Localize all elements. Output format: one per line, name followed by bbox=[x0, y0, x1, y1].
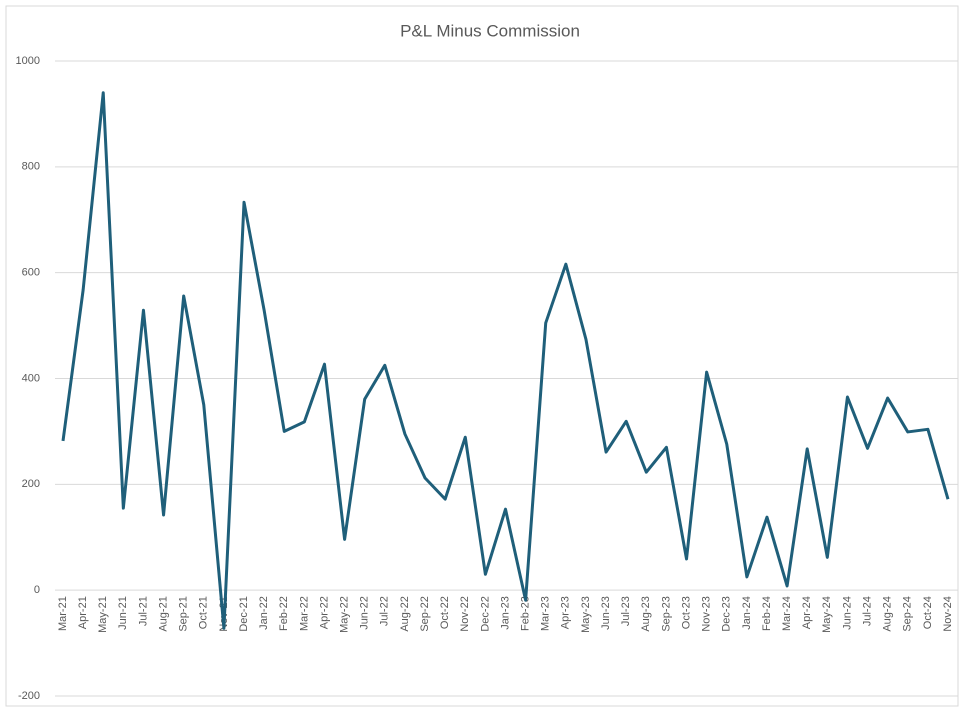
x-tick-label: Sep-23 bbox=[660, 596, 672, 631]
x-tick-label: Nov-23 bbox=[701, 596, 713, 631]
x-tick-label: Jun-23 bbox=[600, 596, 612, 630]
x-tick-label: May-22 bbox=[338, 596, 350, 633]
data-line bbox=[61, 91, 950, 630]
y-tick-label: 1000 bbox=[16, 55, 40, 67]
x-tick-label: Dec-23 bbox=[721, 596, 733, 631]
x-tick-label: May-24 bbox=[821, 596, 833, 633]
x-tick-label: Jun-22 bbox=[359, 596, 371, 630]
x-tick-label: Mar-21 bbox=[57, 596, 69, 631]
x-tick-label: Jan-22 bbox=[258, 596, 270, 630]
x-tick-label: Feb-23 bbox=[520, 596, 532, 631]
x-tick-label: Jul-21 bbox=[137, 596, 149, 626]
x-tick-label: Jan-23 bbox=[499, 596, 511, 630]
x-tick-label: Feb-24 bbox=[761, 596, 773, 631]
x-tick-label: Feb-22 bbox=[278, 596, 290, 631]
x-tick-label: Apr-24 bbox=[801, 596, 813, 629]
x-tick-label: May-23 bbox=[580, 596, 592, 633]
x-tick-label: Jan-24 bbox=[741, 596, 753, 630]
x-tick-label: Dec-21 bbox=[238, 596, 250, 631]
x-tick-label: Apr-23 bbox=[560, 596, 572, 629]
x-tick-label: Apr-21 bbox=[77, 596, 89, 629]
x-tick-label: Nov-22 bbox=[459, 596, 471, 631]
x-tick-label: Sep-21 bbox=[178, 596, 190, 631]
x-tick-label: Jul-22 bbox=[379, 596, 391, 626]
x-tick-label: Oct-21 bbox=[198, 596, 210, 629]
x-tick-label: Oct-22 bbox=[439, 596, 451, 629]
x-tick-label: Oct-24 bbox=[922, 596, 934, 629]
x-tick-label: Nov-24 bbox=[942, 596, 954, 631]
x-tick-label: Aug-21 bbox=[157, 596, 169, 631]
y-tick-label: 200 bbox=[22, 478, 40, 490]
x-tick-label: Oct-23 bbox=[680, 596, 692, 629]
x-tick-label: Aug-22 bbox=[399, 596, 411, 631]
x-tick-label: Mar-23 bbox=[540, 596, 552, 631]
x-tick-label: Sep-24 bbox=[902, 596, 914, 631]
y-tick-label: 600 bbox=[22, 267, 40, 279]
y-tick-label: 800 bbox=[22, 161, 40, 173]
x-tick-label: Mar-22 bbox=[298, 596, 310, 631]
x-tick-label: Dec-22 bbox=[479, 596, 491, 631]
y-tick-label: 0 bbox=[34, 584, 40, 596]
x-tick-label: Aug-23 bbox=[640, 596, 652, 631]
x-tick-label: Jul-23 bbox=[620, 596, 632, 626]
chart-border bbox=[5, 5, 959, 707]
x-tick-label: Mar-24 bbox=[781, 596, 793, 631]
x-tick-label: Aug-24 bbox=[882, 596, 894, 631]
x-tick-label: Jun-21 bbox=[117, 596, 129, 630]
x-tick-label: Apr-22 bbox=[318, 596, 330, 629]
x-tick-label: May-21 bbox=[97, 596, 109, 633]
chart-title: P&L Minus Commission bbox=[400, 21, 580, 40]
x-tick-label: Sep-22 bbox=[419, 596, 431, 631]
y-tick-label: -200 bbox=[18, 690, 40, 702]
y-tick-label: 400 bbox=[22, 372, 40, 384]
x-tick-label: Jul-24 bbox=[861, 596, 873, 626]
x-tick-label: Jun-24 bbox=[841, 596, 853, 630]
